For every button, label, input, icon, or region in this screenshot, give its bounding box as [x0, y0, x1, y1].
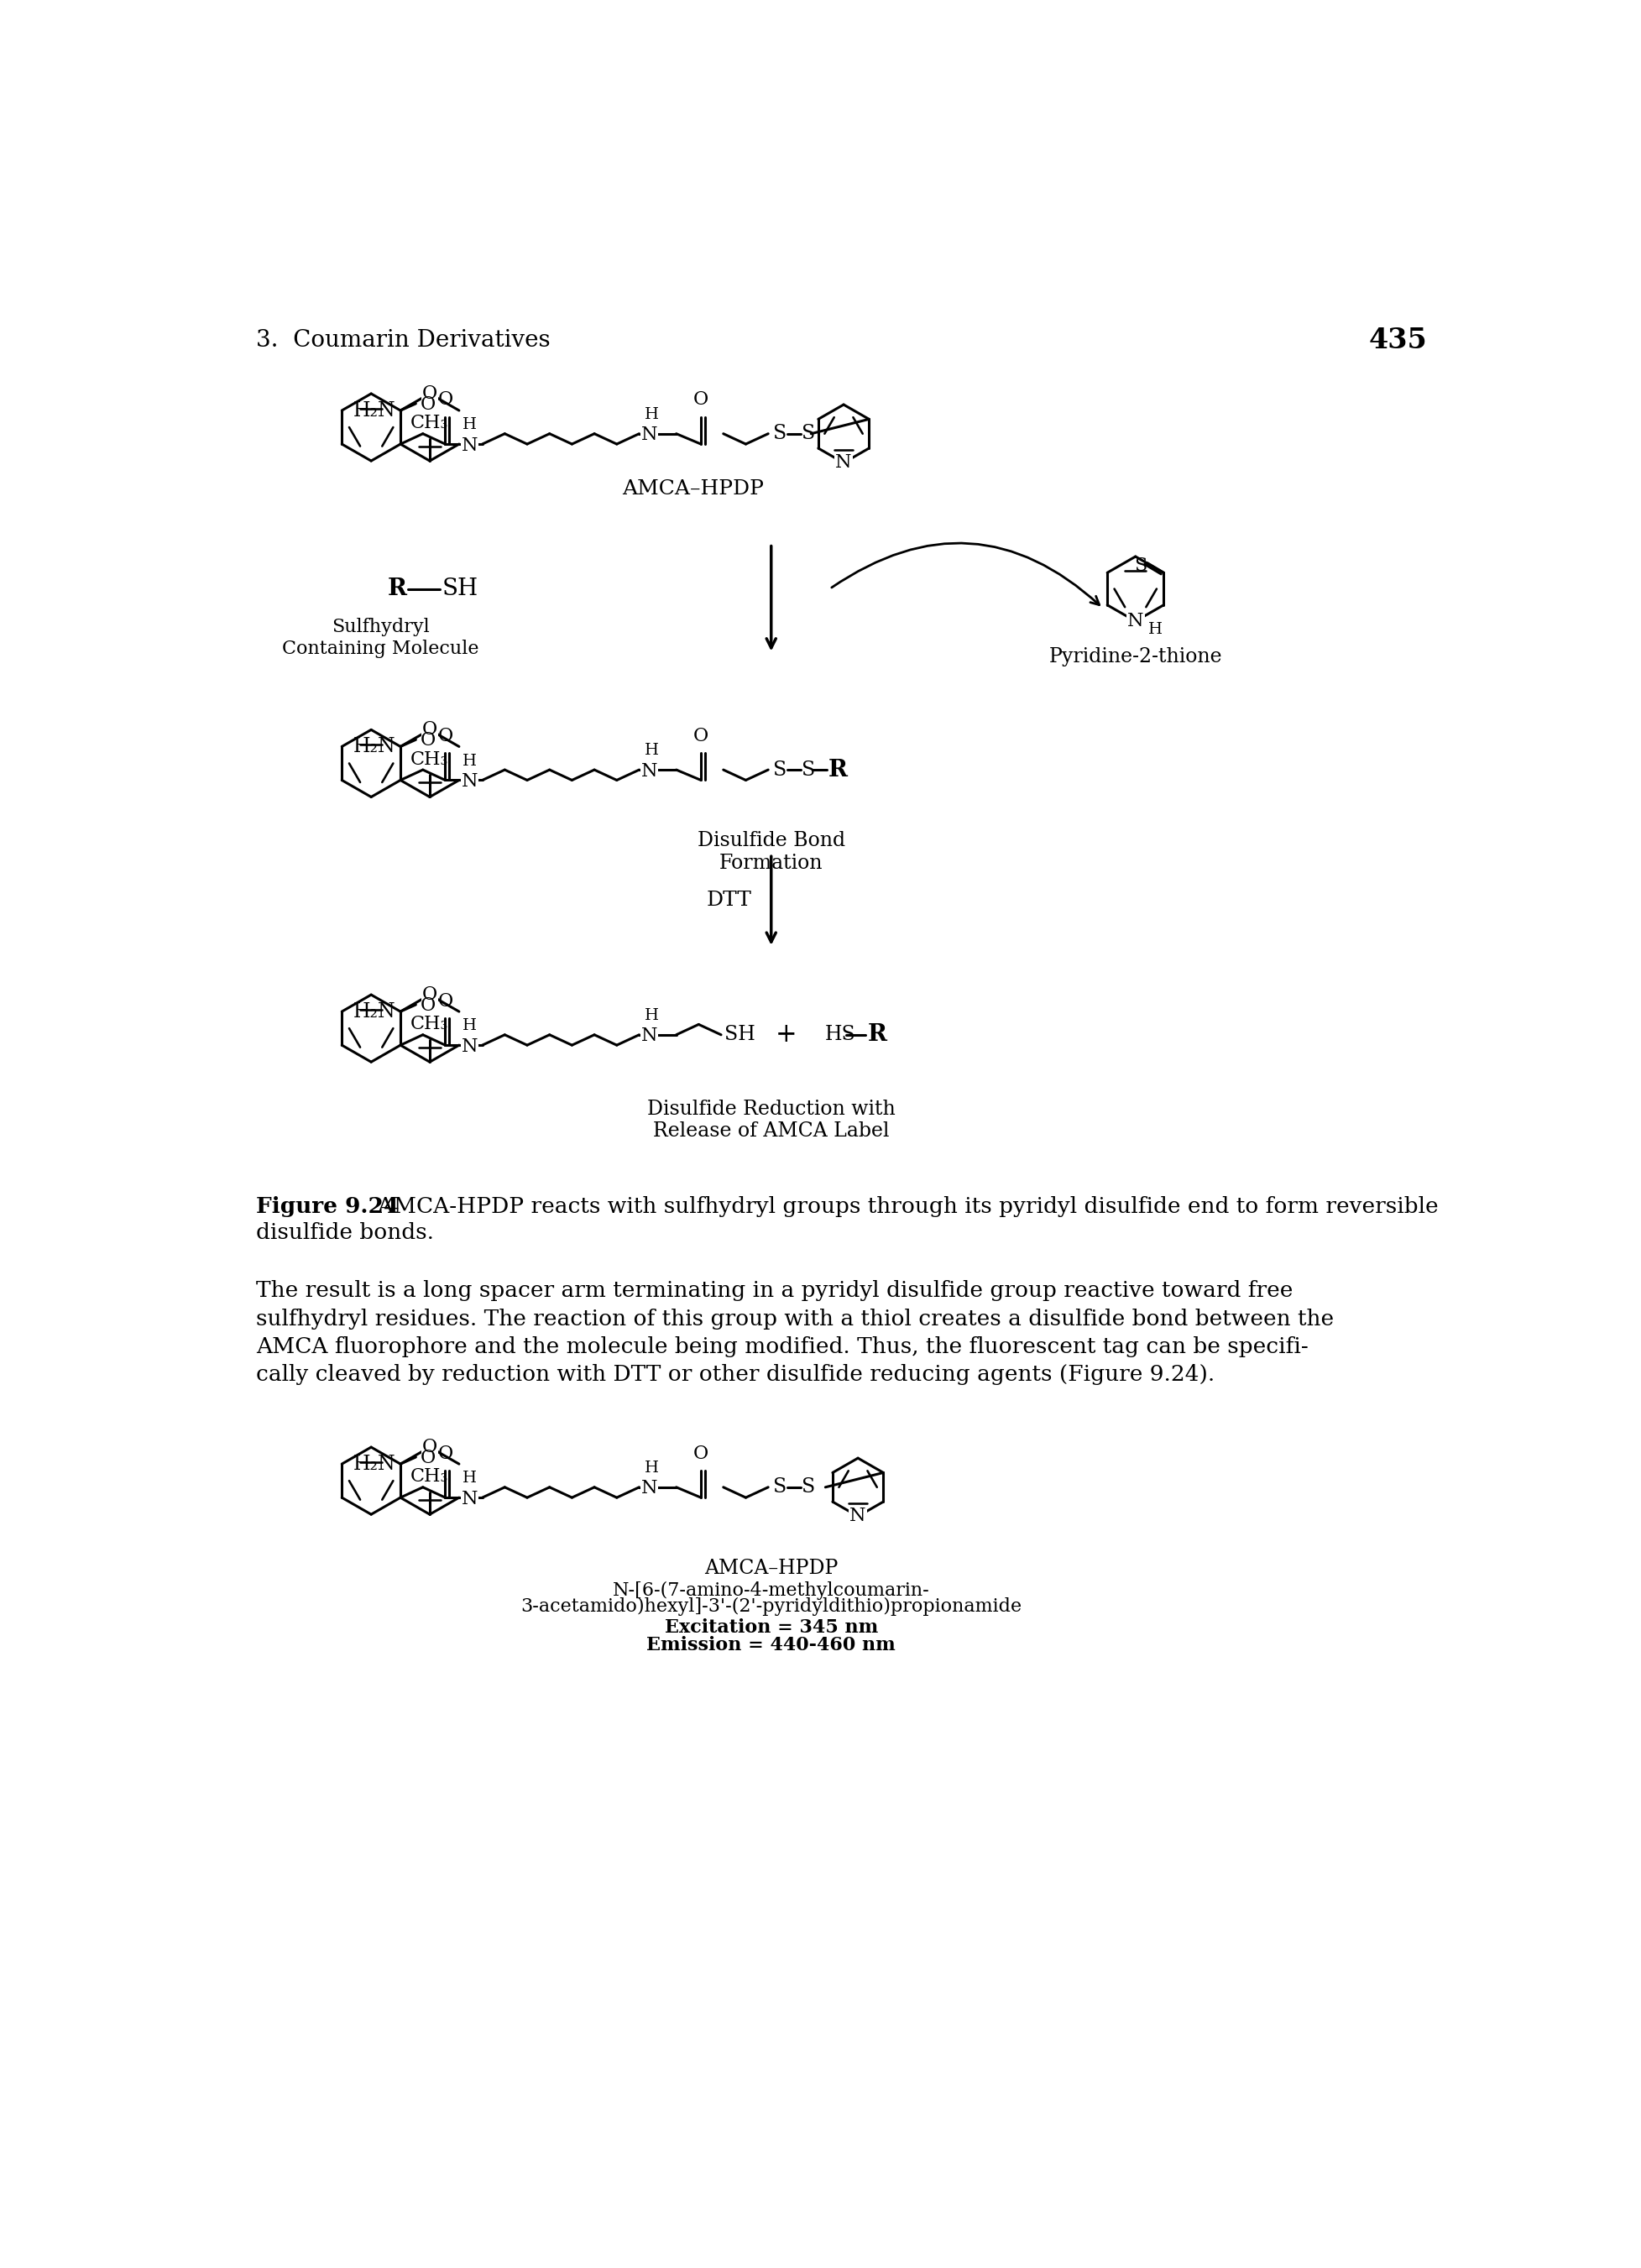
- Text: CH₃: CH₃: [410, 415, 448, 433]
- Text: cally cleaved by reduction with DTT or other disulfide reducing agents (Figure 9: cally cleaved by reduction with DTT or o…: [256, 1363, 1214, 1386]
- Text: sulfhydryl residues. The reaction of this group with a thiol creates a disulfide: sulfhydryl residues. The reaction of thi…: [256, 1309, 1332, 1329]
- Text: N: N: [461, 435, 478, 454]
- Text: N: N: [640, 1479, 656, 1497]
- Text: Figure 9.24: Figure 9.24: [256, 1198, 399, 1218]
- Text: O: O: [693, 1445, 709, 1463]
- Text: The result is a long spacer arm terminating in a pyridyl disulfide group reactiv: The result is a long spacer arm terminat…: [256, 1281, 1291, 1302]
- Text: O: O: [422, 1438, 437, 1456]
- Text: H: H: [463, 1472, 478, 1486]
- Text: AMCA–HPDP: AMCA–HPDP: [704, 1558, 837, 1579]
- Text: R: R: [829, 758, 847, 780]
- Text: S: S: [801, 424, 816, 442]
- Text: N: N: [640, 762, 656, 780]
- Text: O: O: [438, 726, 453, 746]
- Text: CH₃: CH₃: [410, 1016, 448, 1034]
- Text: O: O: [422, 721, 437, 739]
- Text: Sulfhydryl
Containing Molecule: Sulfhydryl Containing Molecule: [282, 617, 479, 658]
- Text: H₂N: H₂N: [353, 1454, 395, 1474]
- Text: DTT: DTT: [706, 891, 752, 909]
- Text: AMCA-HPDP reacts with sulfhydryl groups through its pyridyl disulfide end to for: AMCA-HPDP reacts with sulfhydryl groups …: [363, 1198, 1438, 1218]
- Text: Disulfide Reduction with
Release of AMCA Label: Disulfide Reduction with Release of AMCA…: [647, 1100, 894, 1141]
- Text: O: O: [438, 1445, 453, 1463]
- Text: Excitation = 345 nm: Excitation = 345 nm: [665, 1619, 878, 1637]
- Text: SH: SH: [441, 578, 478, 601]
- Text: S: S: [773, 760, 786, 780]
- Text: S: S: [773, 424, 786, 442]
- Text: S: S: [1134, 556, 1147, 576]
- Text: H: H: [643, 1007, 658, 1023]
- Text: 3.  Coumarin Derivatives: 3. Coumarin Derivatives: [256, 329, 550, 352]
- Text: Emission = 440-460 nm: Emission = 440-460 nm: [647, 1635, 896, 1653]
- Text: R: R: [866, 1023, 886, 1046]
- Text: AMCA–HPDP: AMCA–HPDP: [622, 479, 763, 499]
- Text: O: O: [420, 395, 435, 413]
- Text: S: S: [773, 1476, 786, 1497]
- Text: 435: 435: [1367, 327, 1426, 354]
- Text: H: H: [463, 417, 478, 433]
- Text: R: R: [387, 578, 407, 601]
- Text: Disulfide Bond
Formation: Disulfide Bond Formation: [697, 832, 845, 873]
- Text: O: O: [420, 1449, 435, 1467]
- Text: Pyridine-2-thione: Pyridine-2-thione: [1049, 646, 1221, 667]
- Text: H: H: [1149, 621, 1162, 637]
- Text: SH: SH: [724, 1025, 755, 1046]
- Text: 3-acetamido)hexyl]-3'-(2'-pyridyldithio)propionamide: 3-acetamido)hexyl]-3'-(2'-pyridyldithio)…: [520, 1597, 1021, 1615]
- Text: N: N: [640, 426, 656, 445]
- Text: O: O: [438, 991, 453, 1009]
- Text: N: N: [461, 771, 478, 792]
- Text: N: N: [640, 1027, 656, 1046]
- Text: H: H: [463, 753, 478, 769]
- Text: CH₃: CH₃: [410, 1467, 448, 1486]
- Text: N: N: [850, 1506, 866, 1526]
- Text: +: +: [775, 1023, 796, 1048]
- Text: H₂N: H₂N: [353, 1002, 395, 1021]
- Text: S: S: [801, 760, 816, 780]
- Text: H₂N: H₂N: [353, 737, 395, 755]
- Text: O: O: [693, 390, 709, 408]
- Text: AMCA fluorophore and the molecule being modified. Thus, the fluorescent tag can : AMCA fluorophore and the molecule being …: [256, 1336, 1308, 1356]
- Text: O: O: [420, 996, 435, 1014]
- Text: H: H: [463, 1018, 478, 1034]
- Text: N: N: [835, 454, 852, 472]
- Text: CH₃: CH₃: [410, 751, 448, 769]
- Text: H: H: [643, 744, 658, 758]
- Text: O: O: [693, 726, 709, 746]
- Text: N: N: [1127, 612, 1144, 631]
- Text: HS: HS: [825, 1025, 855, 1046]
- Text: H: H: [643, 406, 658, 422]
- Text: H₂N: H₂N: [353, 401, 395, 420]
- Text: O: O: [438, 390, 453, 408]
- Text: N: N: [461, 1036, 478, 1055]
- Text: N: N: [461, 1490, 478, 1508]
- Text: N-[6-(7-amino-4-methylcoumarin-: N-[6-(7-amino-4-methylcoumarin-: [612, 1581, 929, 1599]
- Text: S: S: [801, 1476, 816, 1497]
- Text: disulfide bonds.: disulfide bonds.: [256, 1222, 433, 1243]
- Text: O: O: [420, 730, 435, 751]
- Text: O: O: [422, 386, 437, 404]
- Text: O: O: [422, 987, 437, 1005]
- Text: H: H: [643, 1461, 658, 1476]
